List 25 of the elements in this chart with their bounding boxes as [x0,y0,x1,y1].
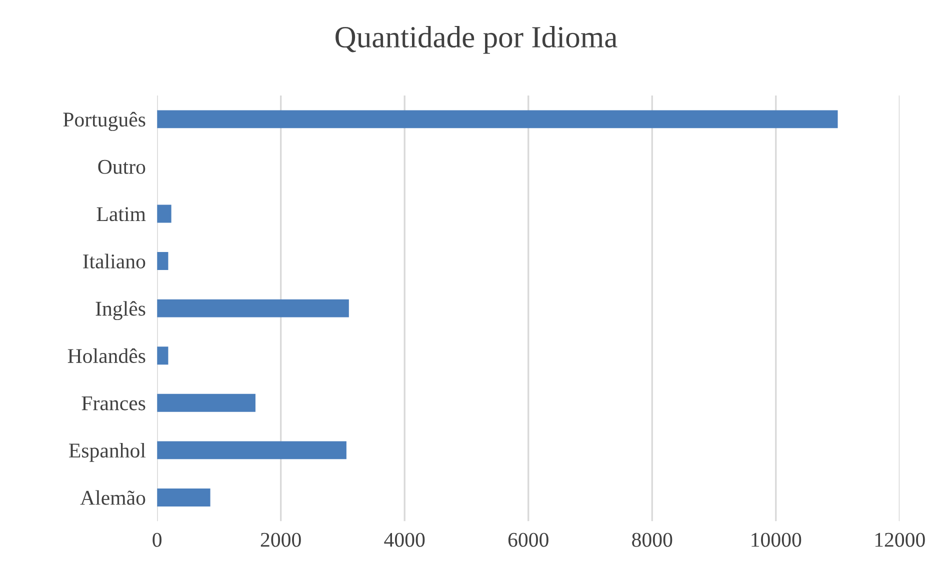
y-tick-label: Latim [96,207,146,222]
x-tick-label: 0 [152,532,162,547]
y-tick-label: Espanhol [69,442,146,462]
y-tick-label: Alemão [80,490,146,505]
y-tick-label: Frances [82,396,146,410]
bar [157,252,168,270]
x-tick-label: 4000 [384,532,425,547]
bar [157,110,838,128]
x-tick-label: 8000 [632,532,672,547]
bar [157,441,346,460]
x-tick-label: 2000 [260,532,301,547]
y-tick-label: Italiano [83,254,146,268]
y-tick-label: Português [63,112,146,131]
bar [157,204,172,223]
bar [157,394,256,412]
x-tick-label: 6000 [508,532,548,547]
bar [157,488,210,506]
bar [157,299,349,318]
x-tick-label: 10000 [752,532,802,547]
y-tick-label: Inglês [96,301,146,320]
bar [157,346,168,365]
y-tick-label: Holandês [68,348,146,364]
chart-title: Quantidade por Idioma [336,26,618,54]
x-tick-label: 12000 [875,532,925,547]
y-tick-label: Outro [98,160,146,174]
